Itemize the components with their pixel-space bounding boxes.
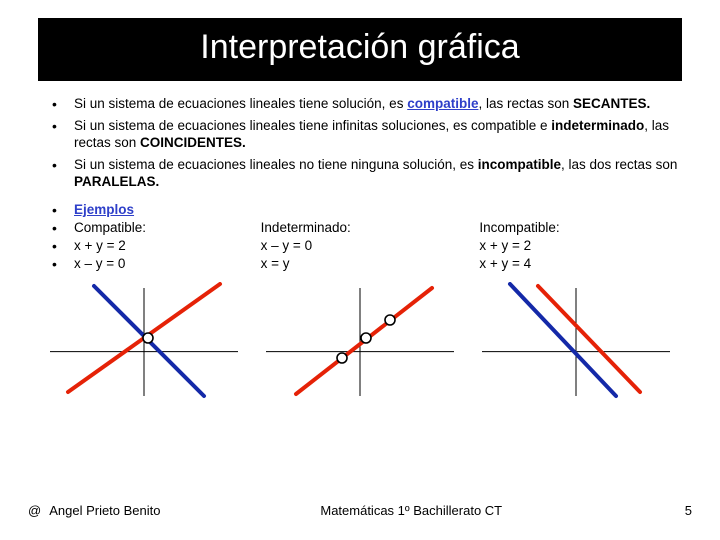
- plot-compatible: [44, 282, 244, 402]
- equation: x + y = 2: [36, 237, 247, 255]
- equation: x – y = 0: [36, 255, 247, 273]
- definition-bullets: Si un sistema de ecuaciones lineales tie…: [36, 95, 684, 191]
- keyword-paralelas: PARALELAS.: [74, 174, 159, 189]
- example-incompatible: Incompatible: x + y = 2 x + y = 4: [473, 201, 684, 274]
- content-area: Si un sistema de ecuaciones lineales tie…: [28, 95, 692, 402]
- keyword-indeterminado: indeterminado: [551, 118, 644, 133]
- page-number: 5: [662, 503, 692, 518]
- plot-indeterminado: [260, 282, 460, 402]
- example-label: Incompatible:: [473, 219, 684, 237]
- keyword-secantes: SECANTES.: [573, 96, 650, 111]
- spacer: [473, 201, 684, 219]
- equation: x = y: [255, 255, 466, 273]
- equation: x – y = 0: [255, 237, 466, 255]
- footer: @ Angel Prieto Benito Matemáticas 1º Bac…: [28, 503, 692, 518]
- footer-left: @ Angel Prieto Benito: [28, 503, 161, 518]
- equation: x + y = 4: [473, 255, 684, 273]
- example-indeterminado: Indeterminado: x – y = 0 x = y: [255, 201, 466, 274]
- label: Ejemplos: [74, 202, 134, 217]
- bullet-compatible: Si un sistema de ecuaciones lineales tie…: [36, 95, 684, 113]
- examples-row: Ejemplos Compatible: x + y = 2 x – y = 0…: [36, 201, 684, 274]
- text: , las rectas son: [478, 96, 573, 111]
- example-label: Compatible:: [36, 219, 247, 237]
- examples-heading: Ejemplos: [36, 201, 247, 219]
- text: Si un sistema de ecuaciones lineales tie…: [74, 96, 407, 111]
- chart-incompatible: [472, 282, 680, 402]
- chart-compatible: [40, 282, 248, 402]
- charts-row: [36, 282, 684, 402]
- title-box: Interpretación gráfica: [38, 18, 682, 81]
- text: Si un sistema de ecuaciones lineales tie…: [74, 118, 551, 133]
- keyword-compatible: compatible: [407, 96, 478, 111]
- equation: x + y = 2: [473, 237, 684, 255]
- plot-incompatible: [476, 282, 676, 402]
- chart-indeterminado: [256, 282, 464, 402]
- example-compatible: Ejemplos Compatible: x + y = 2 x – y = 0: [36, 201, 247, 274]
- slide-title: Interpretación gráfica: [56, 28, 664, 67]
- bullet-indeterminado: Si un sistema de ecuaciones lineales tie…: [36, 117, 684, 152]
- text: Si un sistema de ecuaciones lineales no …: [74, 157, 478, 172]
- author-name: Angel Prieto Benito: [49, 503, 160, 518]
- bullet-incompatible: Si un sistema de ecuaciones lineales no …: [36, 156, 684, 191]
- example-label: Indeterminado:: [255, 219, 466, 237]
- spacer: [255, 201, 466, 219]
- slide: Interpretación gráfica Si un sistema de …: [0, 0, 720, 540]
- footer-subject: Matemáticas 1º Bachillerato CT: [161, 503, 663, 518]
- keyword-incompatible: incompatible: [478, 157, 561, 172]
- at-symbol: @: [28, 503, 41, 518]
- text: , las dos rectas son: [561, 157, 677, 172]
- keyword-coincidentes: COINCIDENTES.: [140, 135, 246, 150]
